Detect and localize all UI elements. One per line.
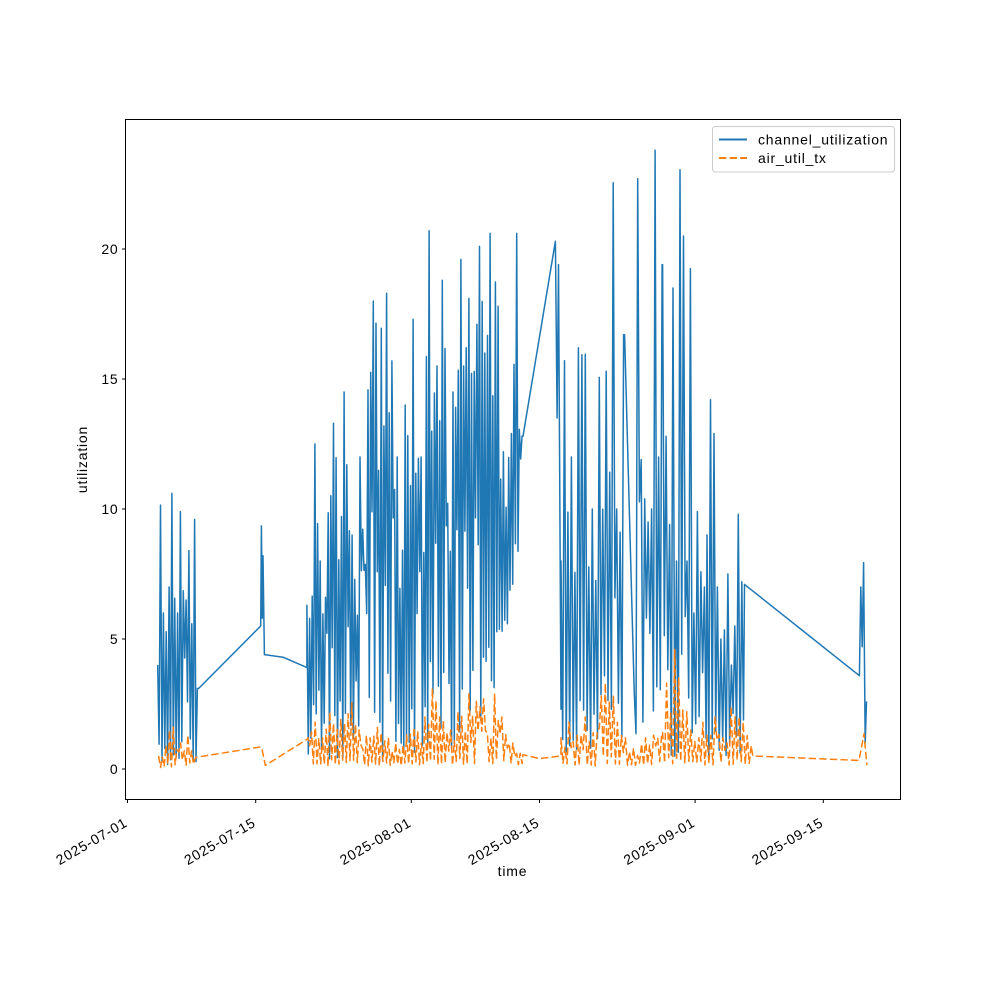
svg-text:time: time [498,863,528,879]
svg-text:channel_utilization: channel_utilization [758,132,888,148]
svg-text:0: 0 [110,761,119,777]
svg-text:15: 15 [101,371,118,387]
svg-text:utilization: utilization [74,426,90,493]
svg-text:10: 10 [101,501,118,517]
svg-text:20: 20 [101,241,118,257]
svg-text:air_util_tx: air_util_tx [758,150,827,166]
svg-text:5: 5 [110,631,119,647]
